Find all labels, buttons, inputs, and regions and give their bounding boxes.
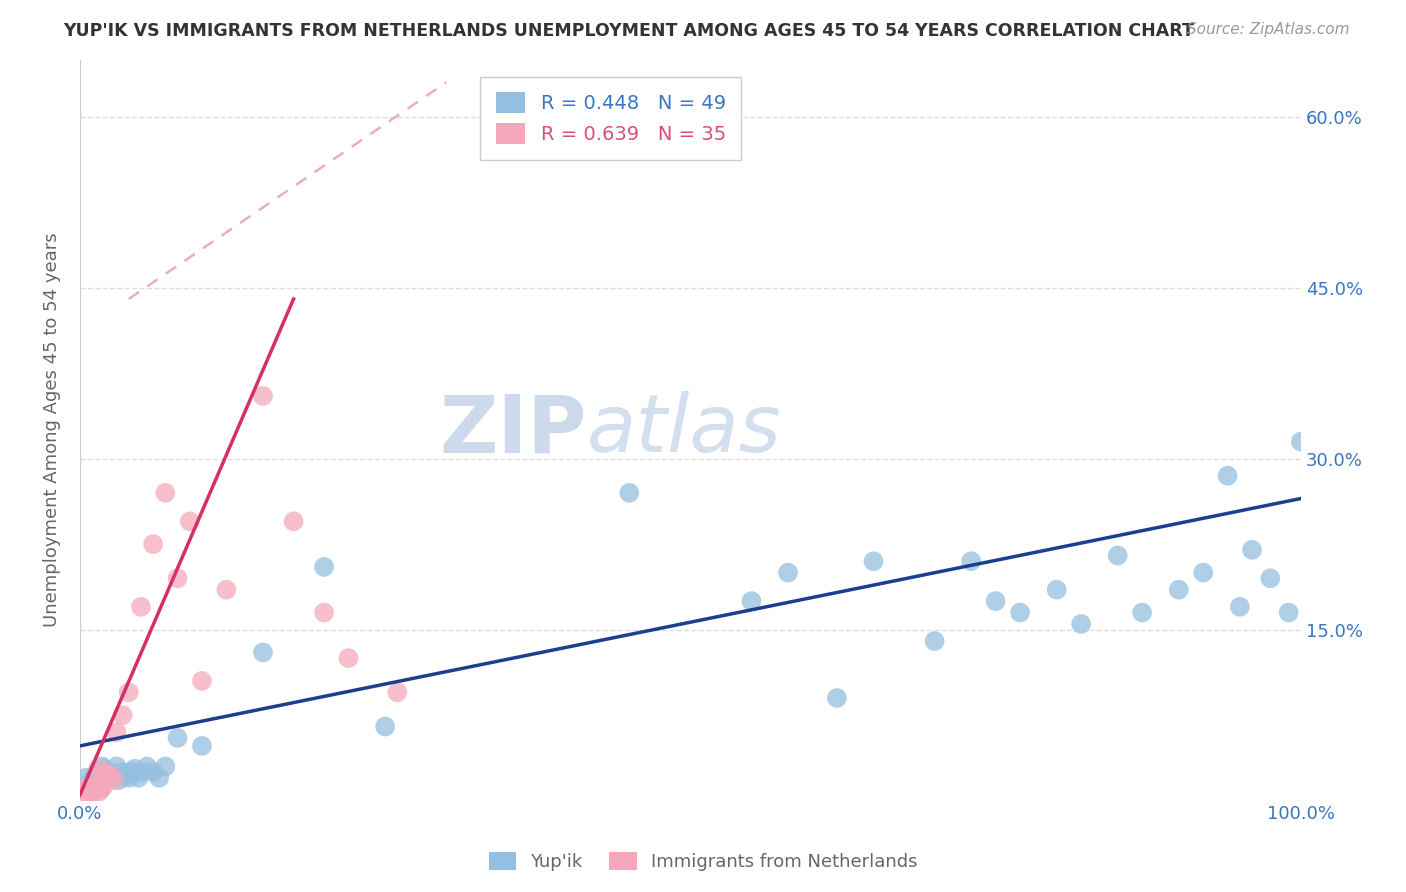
Yup'ik <box>740 594 762 608</box>
Immigrants from Netherlands <box>83 784 105 798</box>
Immigrants from Netherlands <box>75 782 97 797</box>
Yup'ik <box>1010 606 1032 620</box>
Yup'ik <box>960 554 983 568</box>
Immigrants from Netherlands <box>87 762 110 776</box>
Yup'ik <box>90 759 112 773</box>
Immigrants from Netherlands <box>72 788 94 802</box>
Yup'ik <box>374 719 396 733</box>
Immigrants from Netherlands <box>90 782 112 797</box>
Immigrants from Netherlands <box>191 673 214 688</box>
Yup'ik <box>1192 566 1215 580</box>
Yup'ik <box>79 776 101 790</box>
Yup'ik <box>1167 582 1189 597</box>
Yup'ik <box>825 691 848 706</box>
Yup'ik <box>619 485 641 500</box>
Immigrants from Netherlands <box>96 768 118 782</box>
Yup'ik <box>1289 434 1312 449</box>
Yup'ik <box>129 765 152 780</box>
Yup'ik <box>1260 571 1282 585</box>
Yup'ik <box>87 765 110 780</box>
Yup'ik <box>191 739 214 753</box>
Text: Source: ZipAtlas.com: Source: ZipAtlas.com <box>1187 22 1350 37</box>
Yup'ik <box>120 765 142 780</box>
Immigrants from Netherlands <box>91 780 114 794</box>
Yup'ik <box>136 759 159 773</box>
Yup'ik <box>96 768 118 782</box>
Immigrants from Netherlands <box>252 389 274 403</box>
Immigrants from Netherlands <box>76 784 98 798</box>
Yup'ik <box>1046 582 1069 597</box>
Yup'ik <box>75 771 97 785</box>
Immigrants from Netherlands <box>283 514 305 528</box>
Immigrants from Netherlands <box>337 651 360 665</box>
Yup'ik <box>1229 599 1251 614</box>
Yup'ik <box>83 768 105 782</box>
Yup'ik <box>93 762 115 776</box>
Immigrants from Netherlands <box>90 776 112 790</box>
Yup'ik <box>105 759 128 773</box>
Legend: R = 0.448   N = 49, R = 0.639   N = 35: R = 0.448 N = 49, R = 0.639 N = 35 <box>481 77 741 160</box>
Immigrants from Netherlands <box>129 599 152 614</box>
Immigrants from Netherlands <box>142 537 165 551</box>
Immigrants from Netherlands <box>111 708 134 723</box>
Immigrants from Netherlands <box>387 685 409 699</box>
Yup'ik <box>111 765 134 780</box>
Text: ZIP: ZIP <box>439 391 586 469</box>
Immigrants from Netherlands <box>79 782 101 797</box>
Immigrants from Netherlands <box>155 485 177 500</box>
Immigrants from Netherlands <box>105 725 128 739</box>
Yup'ik <box>1130 606 1153 620</box>
Legend: Yup'ik, Immigrants from Netherlands: Yup'ik, Immigrants from Netherlands <box>481 845 925 879</box>
Yup'ik <box>778 566 800 580</box>
Immigrants from Netherlands <box>82 780 104 794</box>
Immigrants from Netherlands <box>103 773 125 788</box>
Y-axis label: Unemployment Among Ages 45 to 54 years: Unemployment Among Ages 45 to 54 years <box>44 233 60 627</box>
Immigrants from Netherlands <box>118 685 141 699</box>
Yup'ik <box>1278 606 1301 620</box>
Yup'ik <box>166 731 188 745</box>
Immigrants from Netherlands <box>84 780 107 794</box>
Yup'ik <box>1070 616 1092 631</box>
Yup'ik <box>1216 468 1239 483</box>
Yup'ik <box>924 634 946 648</box>
Yup'ik <box>984 594 1007 608</box>
Immigrants from Netherlands <box>77 780 100 794</box>
Immigrants from Netherlands <box>80 782 103 797</box>
Yup'ik <box>862 554 884 568</box>
Text: atlas: atlas <box>586 391 782 469</box>
Yup'ik <box>115 768 138 782</box>
Yup'ik <box>118 771 141 785</box>
Yup'ik <box>142 765 165 780</box>
Immigrants from Netherlands <box>215 582 238 597</box>
Yup'ik <box>155 759 177 773</box>
Yup'ik <box>312 560 335 574</box>
Immigrants from Netherlands <box>86 782 108 797</box>
Yup'ik <box>103 771 125 785</box>
Immigrants from Netherlands <box>80 784 103 798</box>
Yup'ik <box>252 645 274 659</box>
Yup'ik <box>80 773 103 788</box>
Yup'ik <box>148 771 170 785</box>
Immigrants from Netherlands <box>100 768 122 782</box>
Text: YUP'IK VS IMMIGRANTS FROM NETHERLANDS UNEMPLOYMENT AMONG AGES 45 TO 54 YEARS COR: YUP'IK VS IMMIGRANTS FROM NETHERLANDS UN… <box>63 22 1194 40</box>
Yup'ik <box>127 771 149 785</box>
Yup'ik <box>124 762 146 776</box>
Immigrants from Netherlands <box>89 784 111 798</box>
Yup'ik <box>1241 542 1264 557</box>
Immigrants from Netherlands <box>179 514 201 528</box>
Yup'ik <box>1107 549 1129 563</box>
Immigrants from Netherlands <box>312 606 335 620</box>
Yup'ik <box>100 765 122 780</box>
Immigrants from Netherlands <box>166 571 188 585</box>
Yup'ik <box>108 773 131 788</box>
Immigrants from Netherlands <box>93 765 115 780</box>
